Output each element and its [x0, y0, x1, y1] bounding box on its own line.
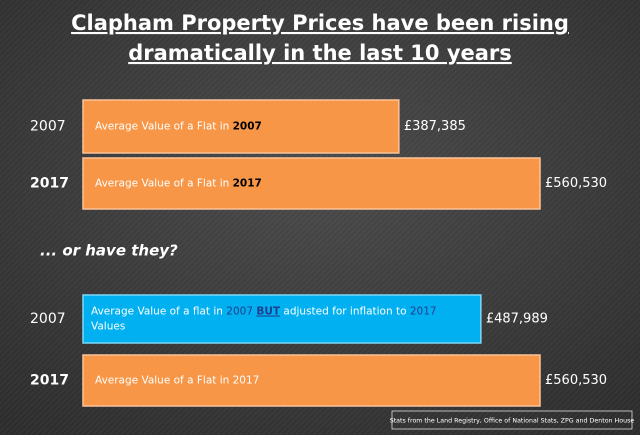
value-label: £487,989	[486, 312, 548, 327]
source-note: Stats from the Land Registry, Office of …	[390, 418, 635, 425]
bar-text-part: BUT	[256, 306, 281, 318]
bar-text: Average Value of a flat in 2007 BUT adju…	[91, 306, 437, 318]
bar	[82, 99, 400, 154]
bar-text-part: 2017	[410, 306, 437, 318]
source-box	[391, 410, 633, 430]
bar-text-part: 2007	[226, 306, 253, 318]
category-label: 2007	[30, 311, 66, 327]
category-label: 2017	[30, 176, 69, 192]
value-label: £387,385	[404, 119, 466, 134]
category-label: 2007	[30, 119, 66, 135]
bar-text: Values	[91, 321, 125, 333]
bar-text: Average Value of a Flat in 2007	[95, 121, 262, 133]
bar-text-part: Average Value of a Flat in	[95, 121, 233, 133]
bar-text-part: Values	[91, 321, 125, 333]
bar-text-part: Average Value of a Flat in	[95, 178, 233, 190]
bar-text-part: Average Value of a Flat in 2017	[95, 375, 259, 387]
title-line: Clapham Property Prices have been rising	[71, 11, 569, 35]
annotation: ... or have they?	[40, 242, 178, 260]
value-label: £560,530	[545, 176, 607, 191]
bar-text-part: Average Value of a flat in	[91, 306, 226, 318]
category-label: 2017	[30, 373, 69, 389]
value-label: £560,530	[545, 373, 607, 388]
title-line: dramatically in the last 10 years	[128, 41, 512, 65]
bar-text-part: 2007	[233, 121, 262, 133]
bar	[82, 354, 541, 407]
bar-text-part: 2017	[233, 178, 262, 190]
bar-text-part: adjusted for inflation to	[280, 306, 410, 318]
bar-text: Average Value of a Flat in 2017	[95, 375, 259, 387]
bar-text: Average Value of a Flat in 2017	[95, 178, 262, 190]
bar	[82, 157, 541, 210]
bar	[82, 294, 482, 344]
